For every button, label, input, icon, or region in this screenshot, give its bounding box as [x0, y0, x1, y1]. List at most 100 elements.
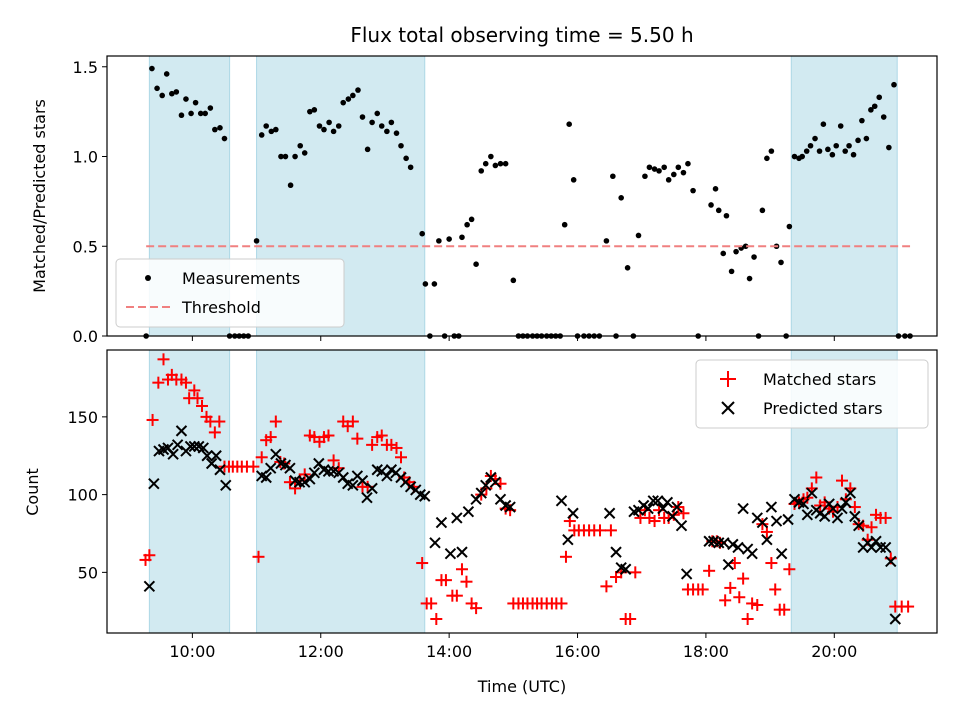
predicted-stars-point [167, 448, 179, 460]
predicted-stars-point [806, 487, 818, 499]
measurements-point [221, 135, 228, 142]
predicted-stars-point [419, 490, 431, 502]
predicted-stars-point [184, 440, 197, 453]
predicted-stars-point [480, 479, 492, 491]
counts-panel-frame [106, 349, 938, 634]
measurements-point [345, 96, 352, 102]
predicted-stars-point [870, 535, 882, 547]
matched-stars-point [629, 566, 642, 579]
matched-stars-point [322, 429, 335, 442]
measurements-point [642, 173, 648, 180]
predicted-stars-point [722, 558, 735, 571]
measurements-point [482, 160, 489, 167]
matched-stars-point [555, 597, 568, 610]
measurements-point [708, 202, 714, 208]
measurements-point [820, 121, 827, 128]
matched-stars-point [143, 549, 156, 562]
measurements-point [364, 146, 371, 153]
predicted-stars-point [435, 516, 448, 529]
measurements-point [812, 135, 818, 142]
predicted-stars-point [652, 495, 664, 507]
predicted-stars-point [366, 482, 378, 495]
predicted-stars-point [647, 495, 659, 507]
measurements-point [359, 114, 366, 120]
predicted-stars-point [143, 580, 156, 593]
predicted-stars-point [849, 510, 861, 523]
predicted-stars-point [197, 442, 209, 454]
measurements-point [419, 230, 425, 237]
measurements-point [183, 96, 189, 102]
predicted-stars-point [761, 533, 773, 546]
predicted-stars-point [284, 462, 296, 474]
measurements-point [207, 105, 214, 111]
measurements-point [311, 107, 318, 113]
predicted-stars-point [404, 481, 417, 493]
legend-label-measurements: Measurements [182, 269, 300, 288]
legend-marker-predicted [721, 401, 735, 415]
predicted-stars-point [852, 520, 865, 532]
predicted-stars-point [381, 470, 393, 482]
measurements-point [759, 207, 766, 214]
matched-stars-point [835, 474, 848, 487]
ratio-y-tick-label: 1.5 [73, 58, 98, 77]
x-tick-label: 14:00 [426, 642, 472, 661]
matched-stars-point [741, 613, 754, 626]
predicted-stars-point [188, 440, 201, 453]
measurements-point [407, 164, 414, 171]
measurements-point [258, 132, 265, 138]
matched-stars-point [604, 524, 617, 537]
counts-shaded-interval [256, 349, 426, 634]
measurements-point [268, 128, 275, 135]
measurements-point [675, 164, 682, 171]
measurements-point [685, 160, 691, 167]
predicted-stars-point [661, 496, 674, 509]
measurements-point [464, 221, 470, 228]
predicted-stars-point [175, 425, 188, 437]
x-tick-label: 18:00 [683, 642, 729, 661]
measurements-point [502, 160, 509, 167]
measurements-point [188, 110, 194, 117]
matched-stars-point [733, 591, 746, 604]
matched-stars-point [213, 415, 226, 428]
predicted-stars-point [337, 471, 349, 484]
predicted-stars-point [680, 568, 693, 580]
measurements-point [169, 90, 175, 97]
measurements-point [764, 155, 770, 162]
matched-stars-point [719, 594, 732, 607]
measurements-point [868, 107, 874, 113]
predicted-stars-point [765, 501, 778, 513]
matched-stars-point [865, 521, 878, 534]
matched-stars-point [703, 564, 716, 577]
counts-y-tick-label: 150 [67, 408, 98, 427]
measurements-point [398, 142, 404, 149]
measurements-point [301, 150, 308, 156]
measurements-point [833, 142, 840, 149]
predicted-stars-point [865, 541, 878, 554]
matched-stars-point [390, 441, 403, 454]
matched-stars-point [460, 575, 473, 588]
measurements-point [646, 164, 653, 171]
matched-stars-point [439, 574, 452, 587]
predicted-stars-point [619, 563, 632, 575]
measurements-point [149, 65, 155, 72]
measurements-point [671, 171, 677, 178]
predicted-stars-point [148, 478, 160, 490]
predicted-stars-point [737, 502, 749, 515]
measurements-point [178, 112, 185, 119]
predicted-stars-point [451, 512, 463, 524]
predicted-stars-point [475, 487, 487, 499]
measurements-point [778, 259, 784, 266]
measurements-point [742, 243, 749, 250]
matched-stars-point [879, 511, 892, 524]
measurements-point [799, 153, 805, 160]
predicted-stars-point [732, 541, 744, 554]
measurements-point [876, 94, 883, 101]
matched-stars-point [783, 563, 796, 576]
measurements-point [842, 148, 849, 154]
measurements-point [403, 155, 409, 162]
legend-marker-measurements [145, 275, 151, 281]
measurements-point [846, 142, 852, 149]
predicted-stars-point [220, 479, 232, 491]
ratio-panel-legend: Measurements Threshold [115, 258, 345, 328]
